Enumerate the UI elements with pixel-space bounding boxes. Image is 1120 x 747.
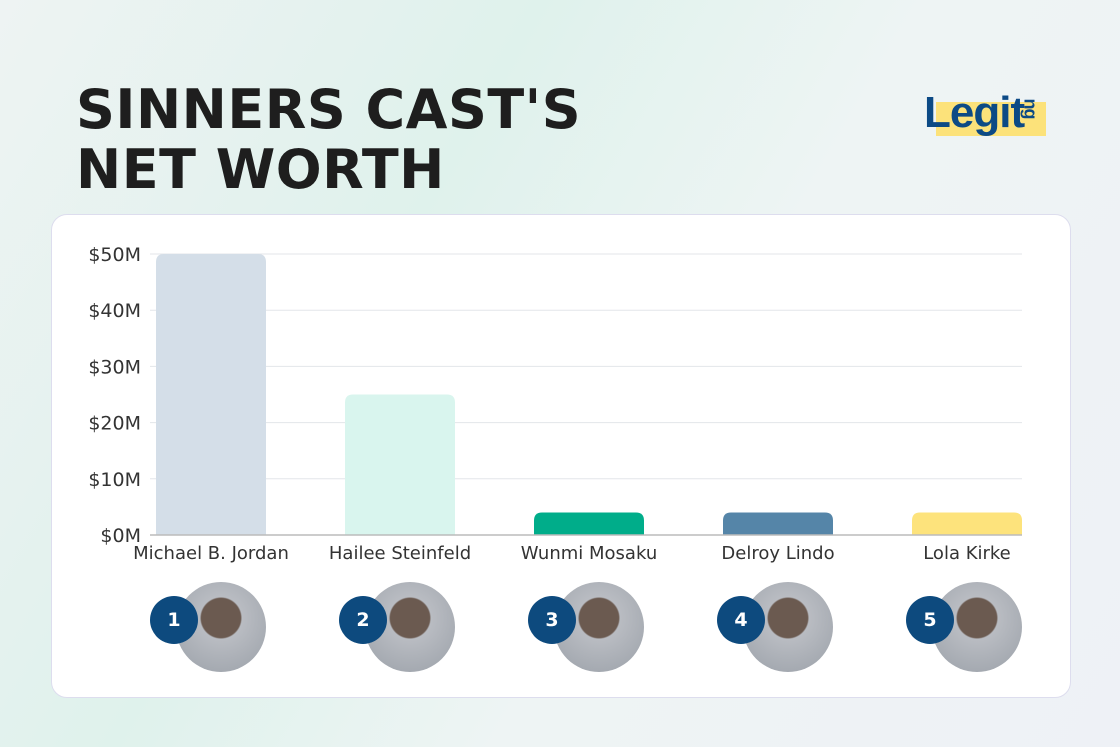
x-tick-label: Wunmi Mosaku (521, 543, 657, 564)
rank-badge: 3 (528, 596, 576, 644)
y-tick-label: $50M (88, 244, 141, 266)
bar (345, 394, 455, 535)
rank-badge: 5 (906, 596, 954, 644)
bar (723, 512, 833, 535)
y-tick-label: $0M (100, 525, 141, 547)
y-tick-label: $20M (88, 413, 141, 435)
x-tick-label: Michael B. Jordan (133, 543, 289, 564)
x-tick-label: Delroy Lindo (721, 543, 834, 564)
legit-logo: Legitng (924, 88, 1046, 138)
bar (534, 512, 644, 535)
y-tick-label: $10M (88, 469, 141, 491)
chart-title: SINNERS CAST'S NET WORTH (76, 78, 582, 201)
rank-badge: 1 (150, 596, 198, 644)
bar (156, 254, 266, 535)
rank-badge: 4 (717, 596, 765, 644)
y-tick-label: $40M (88, 300, 141, 322)
x-tick-label: Lola Kirke (923, 543, 1011, 564)
bar (912, 512, 1022, 535)
rank-badge: 2 (339, 596, 387, 644)
x-tick-label: Hailee Steinfeld (329, 543, 471, 564)
y-tick-label: $30M (88, 356, 141, 378)
